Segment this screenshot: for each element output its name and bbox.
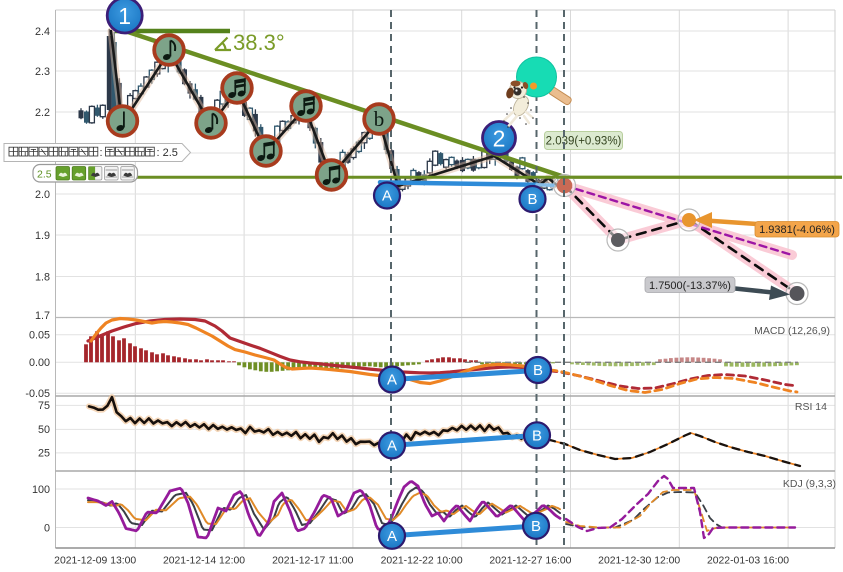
svg-text:B: B — [532, 428, 542, 445]
svg-text:25: 25 — [38, 448, 50, 460]
svg-text:1.8: 1.8 — [35, 271, 50, 283]
svg-text:75: 75 — [38, 400, 50, 412]
svg-text:MACD (12,26,9): MACD (12,26,9) — [754, 325, 830, 337]
svg-text:0.00: 0.00 — [29, 357, 50, 369]
svg-text:50: 50 — [38, 424, 50, 436]
svg-text:2021-12-30 12:00: 2021-12-30 12:00 — [598, 556, 680, 567]
svg-text:2021-12-14 12:00: 2021-12-14 12:00 — [163, 556, 245, 567]
svg-text:100: 100 — [32, 484, 50, 496]
svg-text:38.3°: 38.3° — [233, 30, 285, 55]
svg-text:1.9381(-4.06%): 1.9381(-4.06%) — [759, 224, 835, 236]
svg-text:1.7: 1.7 — [35, 310, 50, 322]
svg-text:1.9: 1.9 — [35, 230, 50, 242]
svg-text:2022-01-03 16:00: 2022-01-03 16:00 — [707, 556, 789, 567]
svg-text:1.7500(-13.37%): 1.7500(-13.37%) — [649, 280, 731, 292]
svg-text:A: A — [387, 438, 397, 455]
svg-text:B: B — [527, 191, 537, 208]
svg-text:RSI 14: RSI 14 — [795, 401, 827, 413]
svg-text:0.05: 0.05 — [29, 330, 50, 342]
svg-text:2021-12-09 13:00: 2021-12-09 13:00 — [54, 556, 136, 567]
svg-text:2: 2 — [493, 125, 506, 151]
svg-text:B: B — [533, 362, 543, 379]
svg-text:2.0: 2.0 — [35, 189, 50, 201]
svg-text:2.3: 2.3 — [35, 66, 50, 78]
svg-text:b: b — [374, 107, 385, 131]
svg-text:2.5: 2.5 — [37, 169, 52, 181]
svg-text:B: B — [531, 518, 541, 535]
svg-text:0: 0 — [44, 522, 50, 534]
svg-text:2021-12-17 11:00: 2021-12-17 11:00 — [272, 556, 353, 567]
svg-text:KDJ (9,3,3): KDJ (9,3,3) — [783, 478, 836, 490]
svg-text:-0.05: -0.05 — [25, 388, 50, 400]
svg-text:2.039(+0.93%): 2.039(+0.93%) — [546, 136, 622, 148]
svg-text:2021-12-22 10:00: 2021-12-22 10:00 — [381, 556, 463, 567]
svg-text:A: A — [387, 372, 397, 389]
svg-text:1: 1 — [118, 3, 131, 29]
svg-text:A: A — [382, 188, 392, 205]
svg-text:2.4: 2.4 — [35, 26, 50, 38]
svg-text:A: A — [387, 528, 397, 545]
svg-text:2021-12-27 16:00: 2021-12-27 16:00 — [489, 556, 571, 567]
svg-text:2.2: 2.2 — [35, 107, 50, 119]
svg-text::: : — [100, 147, 103, 159]
svg-text:: 2.5: : 2.5 — [157, 147, 178, 159]
